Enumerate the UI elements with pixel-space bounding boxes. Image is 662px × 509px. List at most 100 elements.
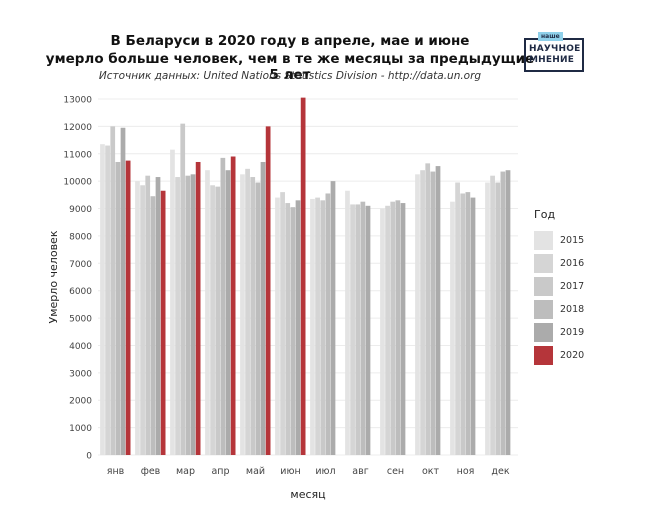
legend-swatch xyxy=(534,254,553,273)
chart-source: Источник данных: United Nations Statisti… xyxy=(98,70,482,82)
y-axis-label: Умерло человек xyxy=(47,230,60,323)
bar-2016-дек xyxy=(490,175,495,455)
bar-2017-ноя xyxy=(460,193,466,455)
y-tick-label: 0 xyxy=(86,452,92,462)
legend-label: 2018 xyxy=(560,304,585,315)
bar-2020-фев xyxy=(160,190,166,455)
y-tick-label: 12000 xyxy=(63,123,92,133)
legend-item-2020: 2020 xyxy=(534,344,584,367)
bar-2017-апр xyxy=(215,186,221,455)
bar-2016-мар xyxy=(175,177,180,456)
y-tick-label: 4000 xyxy=(69,342,92,352)
bar-2017-дек xyxy=(495,182,501,455)
y-tick-label: 1000 xyxy=(69,424,92,434)
x-axis-ticks: янв фев мар апр май июн июл авг сен окт ноя дек xyxy=(107,466,510,477)
legend-item-2016: 2016 xyxy=(534,252,584,275)
bar-2017-май xyxy=(250,177,256,456)
bar-2015-ноя xyxy=(450,201,455,455)
legend-item-2019: 2019 xyxy=(534,321,584,344)
x-tick-label: мар xyxy=(176,466,195,477)
bar-2019-май xyxy=(260,161,266,455)
bar-2017-июл xyxy=(320,200,326,455)
bar-2018-апр xyxy=(220,157,226,455)
legend-title: Год xyxy=(534,208,556,221)
y-tick-label: 5000 xyxy=(69,315,92,325)
bar-2018-май xyxy=(255,182,261,455)
bar-2017-фев xyxy=(145,175,151,455)
x-tick-label: сен xyxy=(387,466,404,477)
legend-label: 2019 xyxy=(560,327,585,338)
chart-title-line2: умерло больше человек, чем в те же месяц… xyxy=(45,51,535,83)
bar-2018-янв xyxy=(115,161,121,455)
x-tick-label: июл xyxy=(315,466,335,477)
bar-2016-ноя xyxy=(455,182,460,455)
legend-label: 2015 xyxy=(560,235,585,246)
bar-2015-сен xyxy=(380,208,385,455)
legend-item-2017: 2017 xyxy=(534,275,584,298)
bar-2018-сен xyxy=(395,200,401,455)
y-tick-label: 7000 xyxy=(69,260,92,270)
x-tick-label: ноя xyxy=(457,466,475,477)
legend-swatch xyxy=(534,300,553,319)
x-tick-label: фев xyxy=(141,466,161,477)
y-axis-ticks: 0 1000 2000 3000 4000 5000 6000 7000 8000 9000 100… xyxy=(63,96,92,462)
legend-swatch xyxy=(534,323,553,342)
bar-2015-фев xyxy=(135,181,140,455)
bar-2017-окт xyxy=(425,163,431,455)
bar-2017-сен xyxy=(390,201,396,455)
y-tick-label: 10000 xyxy=(63,178,92,188)
bar-2019-фев xyxy=(155,177,161,456)
bar-2017-мар xyxy=(180,123,186,456)
bar-2015-июл xyxy=(310,198,315,455)
bar-2019-окт xyxy=(435,166,441,456)
legend-label: 2016 xyxy=(560,258,585,269)
bar-2017-янв xyxy=(110,126,116,455)
bar-2016-сен xyxy=(385,205,390,455)
bar-2018-ноя xyxy=(465,192,471,455)
bar-2016-май xyxy=(245,168,250,456)
bar-2018-июл xyxy=(325,193,331,455)
bar-2019-авг xyxy=(365,205,371,455)
bar-2019-июл xyxy=(330,181,336,455)
legend-swatch xyxy=(534,231,553,250)
bar-2015-авг xyxy=(345,190,350,455)
bar-2016-июн xyxy=(280,192,285,455)
bar-2019-июн xyxy=(295,200,301,455)
grid-lines xyxy=(98,98,518,456)
bar-2016-окт xyxy=(420,170,425,455)
bar-2020-мар xyxy=(195,161,201,455)
legend-label: 2017 xyxy=(560,281,585,292)
bar-2018-фев xyxy=(150,196,156,455)
chart-title-line1: В Беларуси в 2020 году в апреле, мае и и… xyxy=(110,33,470,49)
bar-2018-окт xyxy=(430,171,436,456)
y-tick-label: 13000 xyxy=(63,96,92,106)
y-tick-label: 8000 xyxy=(69,232,92,242)
y-tick-label: 2000 xyxy=(69,397,92,407)
legend: Год 2015 2016 2017 2018 2019 2020 xyxy=(534,208,584,367)
x-tick-label: апр xyxy=(211,466,229,477)
legend-swatch xyxy=(534,277,553,296)
bar-2017-авг xyxy=(355,204,361,455)
bar-2018-мар xyxy=(185,175,191,455)
bar-2019-сен xyxy=(400,203,406,455)
y-tick-label: 11000 xyxy=(63,150,92,160)
plot-area xyxy=(98,99,518,455)
x-tick-label: окт xyxy=(422,466,440,477)
logo-line2: МНЕНИЕ xyxy=(529,55,575,65)
bar-2015-дек xyxy=(485,182,490,455)
bar-2015-май xyxy=(240,174,245,456)
bar-2016-апр xyxy=(210,185,215,455)
bar-2016-авг xyxy=(350,204,355,455)
bar-2015-апр xyxy=(205,170,210,455)
x-tick-label: дек xyxy=(491,466,509,477)
bar-2017-июн xyxy=(285,203,291,455)
bar-2016-июл xyxy=(315,197,320,456)
y-tick-label: 6000 xyxy=(69,287,92,297)
x-tick-label: май xyxy=(246,466,265,477)
bar-2015-янв xyxy=(100,144,105,455)
bar-2018-дек xyxy=(500,171,506,456)
bar-2018-июн xyxy=(290,207,296,455)
bar-2019-апр xyxy=(225,170,231,455)
legend-swatch xyxy=(534,346,553,365)
